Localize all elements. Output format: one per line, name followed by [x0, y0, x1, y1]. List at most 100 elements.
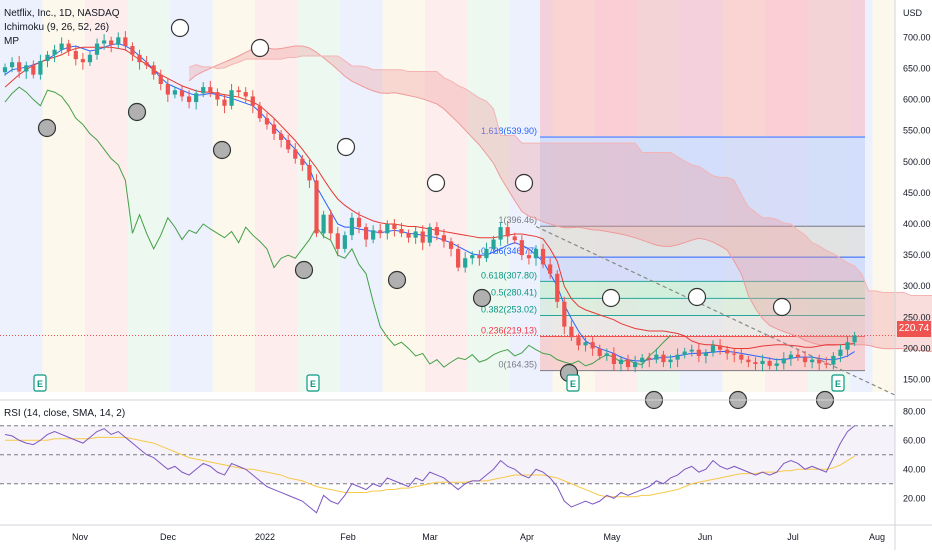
candle-body: [441, 235, 447, 242]
candle-body: [17, 62, 22, 72]
fib-zone: [540, 257, 865, 282]
candle-body: [116, 37, 121, 45]
candle-body: [392, 224, 397, 229]
candle-body: [52, 49, 57, 55]
rsi-tick-label: 60.00: [903, 435, 926, 445]
candle-body: [802, 357, 808, 363]
earnings-icon-frame: [306, 374, 320, 392]
candle-body: [668, 359, 673, 363]
candle-body: [201, 87, 206, 94]
candle-body: [456, 248, 461, 268]
candle-body: [250, 96, 255, 106]
candle-body: [243, 92, 248, 97]
senkou-span-b: [188, 55, 932, 297]
candle-body: [314, 180, 319, 234]
candle-body: [654, 354, 659, 360]
candle-body: [279, 133, 284, 140]
candle-body: [413, 231, 418, 238]
candle-body: [689, 349, 694, 352]
candle-body: [434, 227, 439, 236]
candle-body: [611, 353, 616, 364]
bg-band: [127, 0, 170, 392]
y-tick-label: 350.00: [903, 250, 931, 260]
fib-label: 0.618(307.80): [481, 270, 537, 280]
candles: [2, 31, 857, 373]
candle-body: [675, 354, 680, 360]
pivot-circle: [250, 38, 270, 58]
candle-body: [335, 233, 340, 249]
pivot-circle: [294, 260, 314, 280]
fib-extension-zone: [540, 0, 865, 136]
earnings-icon-glyph: E: [570, 379, 576, 389]
x-tick-label: May: [603, 532, 621, 542]
candle-body: [321, 214, 326, 234]
x-tick-label: Dec: [160, 532, 177, 542]
bg-band: [382, 0, 425, 392]
ichimoku-legend[interactable]: Ichimoku (9, 26, 52, 26): [4, 22, 110, 33]
candle-body: [158, 74, 163, 84]
candle-body: [647, 357, 652, 360]
bg-band: [42, 0, 85, 392]
candle-body: [505, 227, 510, 237]
candle-body: [484, 248, 489, 259]
earnings-icon: E: [33, 374, 47, 392]
bg-band: [170, 0, 213, 392]
rsi-tick-label: 40.00: [903, 464, 926, 474]
fibonacci-retracement: 1.618(539.90) 1(396.46) 0.786(346.77) 0.618…: [481, 126, 865, 372]
candle-body: [215, 92, 220, 100]
y-tick-label: 400.00: [903, 219, 931, 229]
x-tick-label: Jul: [787, 532, 799, 542]
candle-body: [732, 353, 737, 355]
candle-body: [540, 248, 546, 265]
candle-body: [356, 217, 362, 228]
candle-body: [533, 248, 539, 259]
bg-band: [255, 0, 298, 392]
candle-body: [66, 43, 71, 52]
candle-body: [208, 87, 213, 93]
rsi-pane: [0, 399, 932, 514]
candle-body: [625, 359, 631, 368]
candle-body: [109, 40, 114, 45]
candle-body: [491, 239, 496, 249]
bg-band: [425, 0, 468, 392]
senkou-span-a: [188, 45, 932, 353]
mp-legend[interactable]: MP: [4, 36, 19, 47]
x-tick-label: Aug: [869, 532, 885, 542]
pivot-circle: [687, 287, 707, 307]
candle-body: [80, 59, 85, 63]
symbol-title: Netflix, Inc., 1D, NASDAQ: [4, 8, 120, 19]
y-tick-label: 700.00: [903, 32, 931, 42]
bg-band: [872, 0, 895, 392]
candle-body: [774, 363, 779, 366]
candle-body: [519, 240, 524, 256]
earnings-icon: E: [566, 374, 580, 392]
candle-body: [682, 351, 687, 355]
candle-body: [795, 354, 801, 358]
rsi-legend[interactable]: RSI (14, close, SMA, 14, 2): [4, 408, 126, 419]
candle-body: [38, 60, 43, 75]
candle-body: [555, 273, 560, 302]
pivot-circle: [336, 137, 356, 157]
candle-body: [526, 255, 532, 259]
candle-body: [342, 235, 347, 249]
candle-body: [767, 360, 772, 366]
y-tick-label: 200.00: [903, 343, 931, 353]
candle-body: [236, 90, 241, 93]
candle-body: [363, 227, 369, 240]
cloud-fill: [189, 46, 932, 352]
candle-body: [576, 337, 581, 346]
candle-body: [45, 54, 50, 61]
earnings-icon-frame: [831, 374, 845, 392]
earnings-icon-frame: [33, 374, 47, 392]
candle-body: [824, 363, 829, 365]
candle-body: [371, 230, 376, 240]
y-tick-label: 650.00: [903, 63, 931, 73]
candle-body: [810, 359, 815, 363]
candle-body: [717, 345, 723, 350]
candle-body: [788, 354, 793, 359]
candle-body: [94, 43, 100, 55]
fib-label: 0.5(280.41): [491, 287, 537, 297]
pivot-circle: [387, 270, 407, 290]
